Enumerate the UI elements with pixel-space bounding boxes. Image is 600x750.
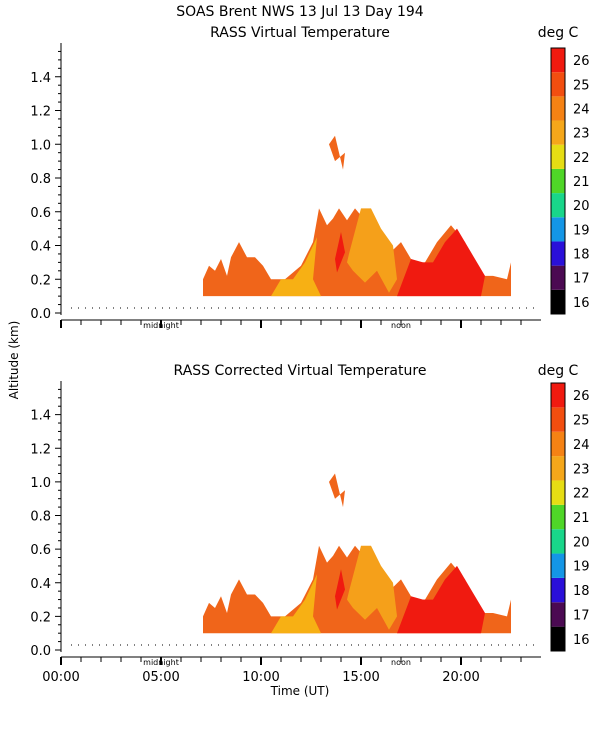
colorbar-level-label: 23 (573, 127, 590, 142)
temperature-region-6 (329, 135, 345, 170)
temperature-region-3 (347, 545, 397, 630)
y-tick-label: 1.2 (30, 105, 51, 120)
temperature-region-3 (347, 208, 397, 293)
temperature-region-6 (329, 473, 345, 508)
y-tick-label: 0.0 (30, 644, 51, 659)
colorbar-level-label: 18 (573, 248, 590, 263)
x-tick-label: 05:00 (142, 670, 179, 685)
colorbar-units-label: deg C (538, 363, 579, 379)
colorbar-swatch-17 (551, 602, 565, 627)
colorbar-swatch-18 (551, 577, 565, 603)
temperature-region-5 (335, 232, 345, 273)
midnight-marker: midnight (143, 658, 179, 667)
x-tick-label: 00:00 (42, 670, 79, 685)
colorbar-swatch-24 (551, 431, 565, 457)
y-tick-label: 0.4 (30, 240, 51, 255)
colorbar-level-label: 18 (573, 584, 590, 599)
colorbar-level-label: 23 (573, 462, 590, 477)
colorbar-swatch-22 (551, 144, 565, 169)
colorbar-swatch-20 (551, 193, 565, 218)
noon-marker: noon (391, 658, 411, 667)
colorbar-level-label: 16 (573, 633, 590, 648)
colorbar-swatch-16 (551, 289, 565, 314)
x-axis-label: Time (UT) (270, 684, 330, 698)
colorbar-swatch-19 (551, 217, 565, 242)
colorbar-level-label: 24 (573, 438, 590, 453)
x-tick-label: 20:00 (442, 670, 479, 685)
temperature-region-4 (397, 228, 485, 297)
y-tick-label: 0.6 (30, 543, 51, 558)
colorbar-swatch-16 (551, 626, 565, 651)
colorbar-level-label: 25 (573, 78, 590, 93)
colorbar-swatch-24 (551, 96, 565, 121)
colorbar-level-label: 22 (573, 151, 590, 166)
colorbar-level-label: 22 (573, 487, 590, 502)
colorbar-swatch-25 (551, 72, 565, 97)
y-tick-label: 0.6 (30, 206, 51, 221)
colorbar-swatch-25 (551, 407, 565, 432)
colorbar-level-label: 20 (573, 535, 590, 550)
colorbar-swatch-23 (551, 120, 565, 145)
colorbar-level-label: 24 (573, 102, 590, 117)
colorbar-level-label: 17 (573, 272, 590, 287)
x-tick-label: 10:00 (242, 670, 279, 685)
colorbar-swatch-18 (551, 241, 565, 266)
panel-1: RASS Virtual Temperature deg C 0.0 0.2 0.4 0.… (30, 25, 589, 330)
y-tick-label: 0.8 (30, 172, 51, 187)
colorbar-frame (550, 382, 566, 652)
colorbar-swatch-22 (551, 480, 565, 505)
colorbar-level-label: 19 (573, 560, 590, 575)
x-tick-label: 15:00 (342, 670, 379, 685)
colorbar-swatch-19 (551, 553, 565, 578)
temperature-region-4 (397, 565, 485, 634)
y-tick-label: 0.0 (30, 307, 51, 322)
colorbar-level-label: 17 (573, 608, 590, 623)
temperature-region-2 (271, 574, 331, 634)
colorbar-level-label: 21 (573, 511, 590, 526)
chart-title: RASS Virtual Temperature (210, 25, 390, 41)
colorbar-swatch-26 (551, 383, 565, 408)
colorbar-swatch-21 (551, 168, 565, 194)
site-header: SOAS Brent NWS 13 Jul 13 Day 194 (176, 4, 423, 20)
noon-marker: noon (391, 321, 411, 330)
colorbar-level-label: 26 (573, 389, 590, 404)
midnight-marker: midnight (143, 321, 179, 330)
colorbar-units-label: deg C (538, 25, 579, 41)
y-tick-label: 1.4 (30, 71, 51, 86)
colorbar-level-label: 20 (573, 199, 590, 214)
y-tick-label: 0.4 (30, 577, 51, 592)
colorbar-swatch-20 (551, 529, 565, 554)
colorbar-level-label: 19 (573, 223, 590, 238)
colorbar-swatch-21 (551, 504, 565, 530)
y-tick-label: 1.0 (30, 476, 51, 491)
colorbar-swatch-17 (551, 265, 565, 290)
panel-2: RASS Corrected Virtual Temperature deg C 0… (30, 363, 589, 685)
colorbar-level-label: 16 (573, 296, 590, 311)
y-tick-label: 0.8 (30, 510, 51, 525)
colorbar-swatch-26 (551, 48, 565, 73)
chart-title: RASS Corrected Virtual Temperature (174, 363, 427, 379)
colorbar-swatch-23 (551, 456, 565, 481)
y-tick-label: 1.4 (30, 409, 51, 424)
y-tick-label: 1.0 (30, 138, 51, 153)
colorbar-level-label: 26 (573, 54, 590, 69)
y-axis-label: Altitude (km) (7, 321, 21, 400)
temperature-region-5 (335, 569, 345, 610)
y-tick-label: 0.2 (30, 273, 51, 288)
colorbar-level-label: 21 (573, 175, 590, 190)
y-tick-label: 1.2 (30, 442, 51, 457)
y-tick-label: 0.2 (30, 610, 51, 625)
colorbar-level-label: 25 (573, 414, 590, 429)
colorbar-frame (550, 47, 566, 315)
temperature-region-2 (271, 237, 331, 297)
